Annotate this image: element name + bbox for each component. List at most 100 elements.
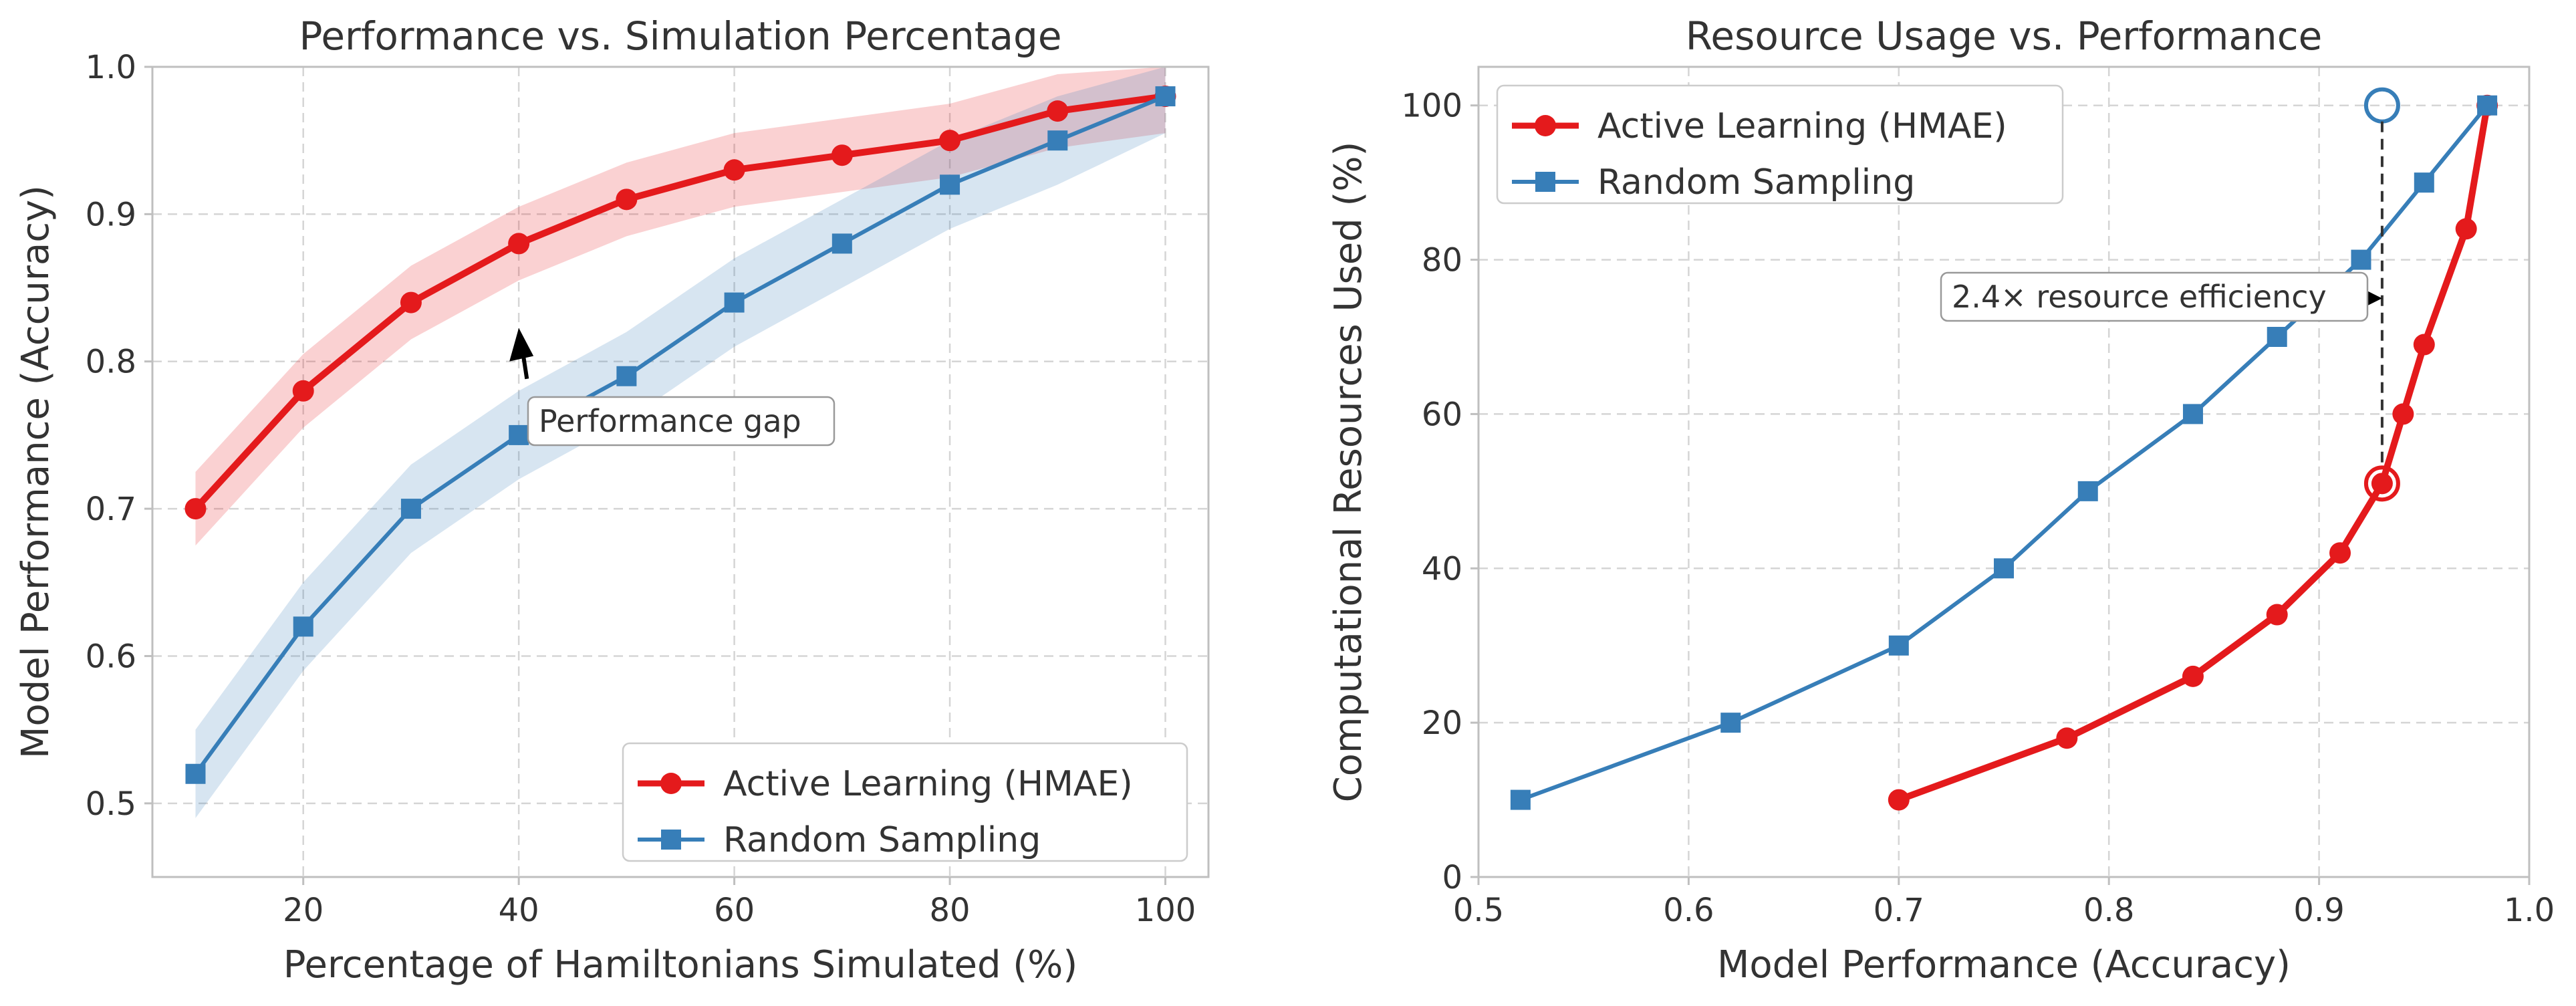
y-tick-label: 60 [1422, 396, 1462, 433]
legend-marker [660, 773, 682, 794]
data-point [2477, 95, 2498, 116]
data-point [2414, 172, 2434, 193]
y-tick-label: 20 [1422, 705, 1462, 742]
y-tick-label: 80 [1422, 242, 1462, 279]
chart2-annotation: 2.4× resource efficiency [1940, 121, 2384, 468]
data-point [293, 616, 313, 637]
series-line [194, 94, 1166, 775]
data-point [831, 144, 853, 166]
x-tick-label: 0.5 [1453, 892, 1504, 929]
x-tick-label: 40 [499, 892, 539, 929]
performance-gap-label: Performance gap [539, 403, 801, 439]
data-point [2056, 727, 2078, 749]
chart2-x-axis-label: Model Performance (Accuracy) [1717, 943, 2291, 987]
x-tick-label: 0.7 [1874, 892, 1924, 929]
chart1-legend-symbol-random [638, 830, 704, 850]
data-point [1888, 789, 1910, 811]
data-point [509, 424, 529, 445]
chart1-frame [151, 66, 1210, 878]
series-line [1519, 104, 2489, 802]
data-point [2392, 403, 2414, 425]
chart1-series-lines [192, 93, 1166, 775]
data-point [1155, 86, 1176, 107]
series-line [1898, 104, 2491, 803]
legend-marker [1535, 115, 1556, 136]
data-point [2413, 334, 2435, 356]
chart1-x-axis-label: Percentage of Hamiltonians Simulated (%) [283, 943, 1077, 987]
x-tick-label: 0.6 [1663, 892, 1714, 929]
efficiency-box [1940, 271, 2369, 322]
data-point [939, 130, 961, 152]
data-point [2182, 404, 2203, 424]
chart1-confidence-bands [195, 67, 1166, 818]
chart2-series-lines [1519, 104, 2491, 803]
chart1-legend: Active Learning (HMAE) Random Sampling [622, 742, 1188, 862]
chart1-ticks: 20 40 60 80 100 0.5 0.6 0.7 0.8 0.9 1.0 [86, 49, 1196, 929]
chart1-legend-label-random: Random Sampling [723, 820, 1041, 860]
data-point [1994, 558, 2014, 579]
chart1-legend-symbol-active [638, 773, 704, 794]
x-tick-label: 1.0 [2504, 892, 2555, 929]
chart2-ticks: 0.5 0.6 0.7 0.8 0.9 1.0 0 20 40 60 80 100 [1401, 88, 2555, 929]
chart-performance-vs-simulation: 20 40 60 80 100 0.5 0.6 0.7 0.8 0.9 1.0 Performanc… [14, 13, 1210, 987]
data-point [831, 233, 852, 254]
chart2-legend: Active Learning (HMAE) Random Sampling [1496, 84, 2064, 205]
data-point [1510, 789, 1531, 810]
data-point [508, 233, 530, 255]
y-tick-label: 0 [1442, 859, 1462, 896]
data-point [1888, 635, 1909, 656]
chart-resource-vs-performance: 0.5 0.6 0.7 0.8 0.9 1.0 0 20 40 60 80 100 Resource … [1327, 13, 2555, 987]
data-point [2329, 542, 2351, 564]
chart2-legend-label-active: Active Learning (HMAE) [1597, 106, 2007, 146]
y-tick-label: 40 [1422, 550, 1462, 588]
data-point [1720, 713, 1741, 733]
data-point [184, 498, 207, 520]
chart1-markers [184, 86, 1176, 784]
y-tick-label: 0.9 [86, 196, 136, 233]
chart2-markers [1510, 94, 2498, 811]
y-tick-label: 0.7 [86, 491, 136, 528]
legend-marker [661, 830, 681, 850]
chart1-legend-box [622, 742, 1188, 862]
data-point [185, 763, 206, 784]
data-point [1047, 130, 1068, 151]
data-point [2371, 473, 2393, 495]
data-point [1047, 100, 1069, 122]
x-tick-label: 60 [714, 892, 755, 929]
data-point [2182, 665, 2204, 687]
data-point [400, 499, 421, 519]
data-point [616, 366, 637, 386]
data-point [940, 174, 960, 195]
data-point [2455, 218, 2477, 240]
y-tick-label: 0.6 [86, 638, 136, 675]
data-point [2267, 327, 2287, 347]
x-tick-label: 100 [1135, 892, 1196, 929]
y-tick-label: 0.8 [86, 344, 136, 381]
chart1-title: Performance vs. Simulation Percentage [299, 13, 1061, 59]
efficiency-label: 2.4× resource efficiency [1952, 279, 2327, 315]
y-tick-label: 1.0 [86, 49, 136, 86]
series-line [192, 93, 1166, 511]
chart2-legend-symbol-random [1512, 172, 1579, 192]
x-tick-label: 0.9 [2293, 892, 2344, 929]
confidence-band [195, 67, 1166, 818]
chart1-legend-label-active: Active Learning (HMAE) [723, 764, 1133, 804]
x-tick-label: 20 [283, 892, 324, 929]
y-tick-label: 100 [1401, 88, 1462, 125]
data-point [723, 159, 745, 181]
chart2-y-axis-label: Computational Resources Used (%) [1327, 142, 1370, 803]
chart2-title: Resource Usage vs. Performance [1686, 13, 2323, 59]
x-tick-label: 80 [930, 892, 971, 929]
chart2-frame [1477, 66, 2531, 878]
performance-gap-box [527, 396, 835, 447]
y-tick-label: 0.5 [86, 785, 136, 823]
confidence-band [195, 67, 1166, 546]
chart2-legend-label-random: Random Sampling [1597, 162, 1915, 203]
chart2-legend-box [1496, 84, 2064, 205]
data-point [2077, 481, 2098, 501]
data-point [2266, 604, 2288, 626]
highlight-ring [2363, 465, 2400, 502]
legend-marker [1535, 172, 1555, 192]
data-point [292, 380, 314, 402]
